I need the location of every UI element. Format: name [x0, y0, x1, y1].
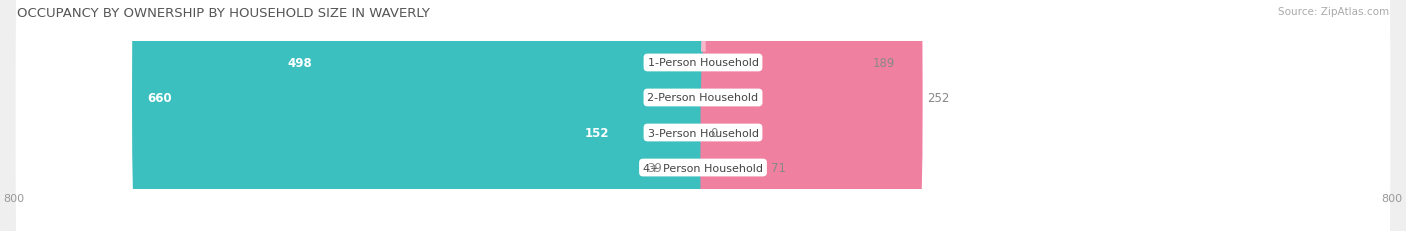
Text: 1-Person Household: 1-Person Household [648, 58, 758, 68]
Text: 4+ Person Household: 4+ Person Household [643, 163, 763, 173]
FancyBboxPatch shape [700, 18, 706, 231]
Text: 2-Person Household: 2-Person Household [647, 93, 759, 103]
Text: 498: 498 [287, 57, 312, 70]
FancyBboxPatch shape [569, 18, 706, 231]
Text: 39: 39 [648, 161, 662, 174]
FancyBboxPatch shape [700, 52, 766, 231]
FancyBboxPatch shape [666, 52, 706, 231]
Text: OCCUPANCY BY OWNERSHIP BY HOUSEHOLD SIZE IN WAVERLY: OCCUPANCY BY OWNERSHIP BY HOUSEHOLD SIZE… [17, 7, 430, 20]
Text: 152: 152 [585, 126, 610, 139]
Text: 660: 660 [148, 92, 172, 105]
FancyBboxPatch shape [700, 0, 922, 213]
Text: 3-Person Household: 3-Person Household [648, 128, 758, 138]
FancyBboxPatch shape [15, 0, 1391, 184]
FancyBboxPatch shape [15, 47, 1391, 231]
FancyBboxPatch shape [700, 0, 869, 179]
Text: 71: 71 [770, 161, 786, 174]
Text: 189: 189 [873, 57, 896, 70]
Text: Source: ZipAtlas.com: Source: ZipAtlas.com [1278, 7, 1389, 17]
FancyBboxPatch shape [132, 0, 706, 213]
FancyBboxPatch shape [15, 0, 1391, 219]
FancyBboxPatch shape [15, 12, 1391, 231]
FancyBboxPatch shape [271, 0, 706, 179]
Text: 0: 0 [710, 126, 717, 139]
Text: 252: 252 [927, 92, 949, 105]
